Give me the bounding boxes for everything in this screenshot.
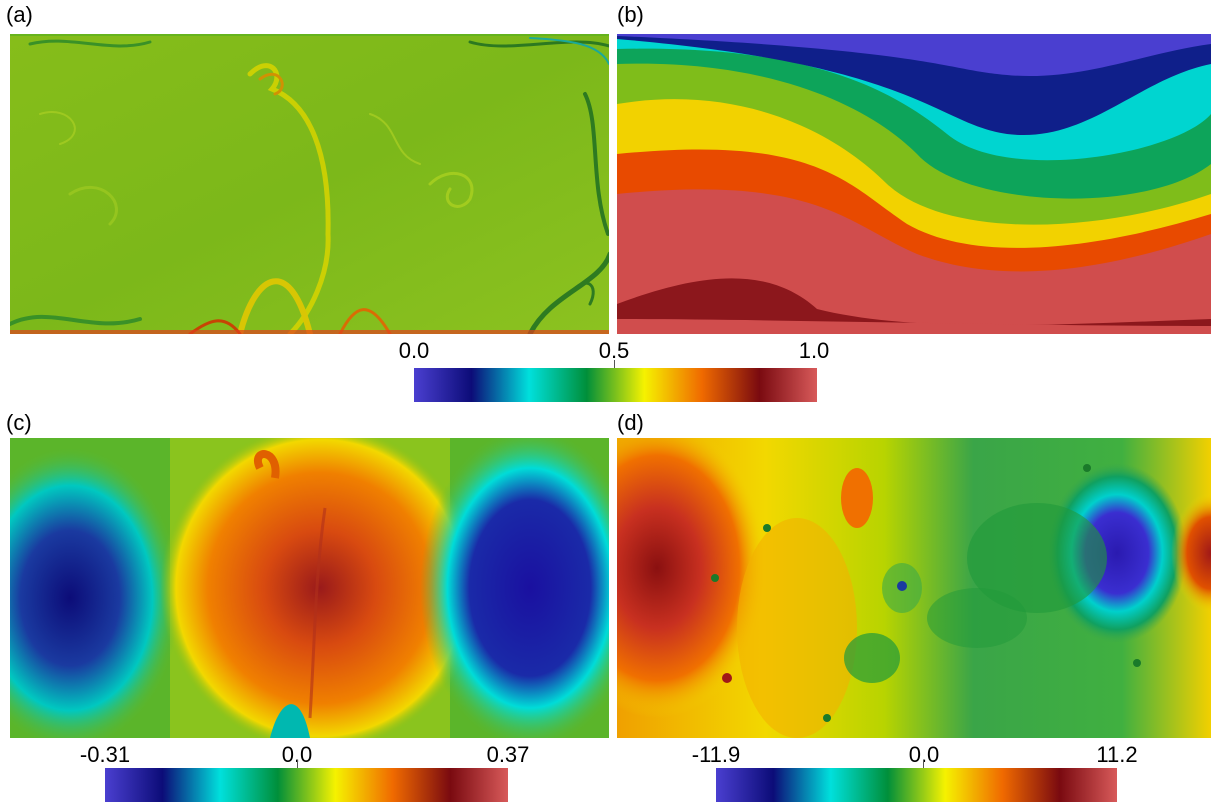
colorbar-c-gradient (105, 768, 508, 802)
colorbar-top-tick-min: 0.0 (398, 338, 430, 363)
colorbar-d-tick-min: -11.9 (691, 742, 741, 767)
panel-label-d: (d) (617, 410, 644, 435)
colorbar-top-gradient (414, 368, 817, 402)
panel-label-b: (b) (617, 2, 644, 27)
field-plot-b (617, 34, 1211, 334)
colorbar-c-tick-min: -0.31 (79, 742, 131, 767)
colorbar-top-tick-max: 1.0 (798, 338, 830, 363)
colorbar-d-tickmark-mid (923, 760, 924, 768)
colorbar-top-tickmark-mid (614, 360, 615, 368)
field-plot-c (10, 438, 609, 738)
colorbar-c-tick-max: 0.37 (486, 742, 530, 767)
panel-label-c: (c) (6, 410, 32, 435)
colorbar-top (414, 360, 817, 402)
colorbar-d-tick-mid: 0.0 (908, 742, 940, 767)
colorbar-d-gradient (716, 768, 1117, 802)
colorbar-c (105, 760, 508, 802)
field-plot-d (617, 438, 1211, 738)
panel-label-a: (a) (6, 2, 33, 27)
colorbar-top-tick-mid: 0.5 (598, 338, 630, 363)
colorbar-d-tick-max: 11.2 (1096, 742, 1138, 767)
colorbar-c-tickmark-mid (297, 760, 298, 768)
colorbar-d (716, 760, 1117, 802)
field-plot-a (10, 34, 609, 334)
colorbar-c-tick-mid: 0.0 (281, 742, 313, 767)
